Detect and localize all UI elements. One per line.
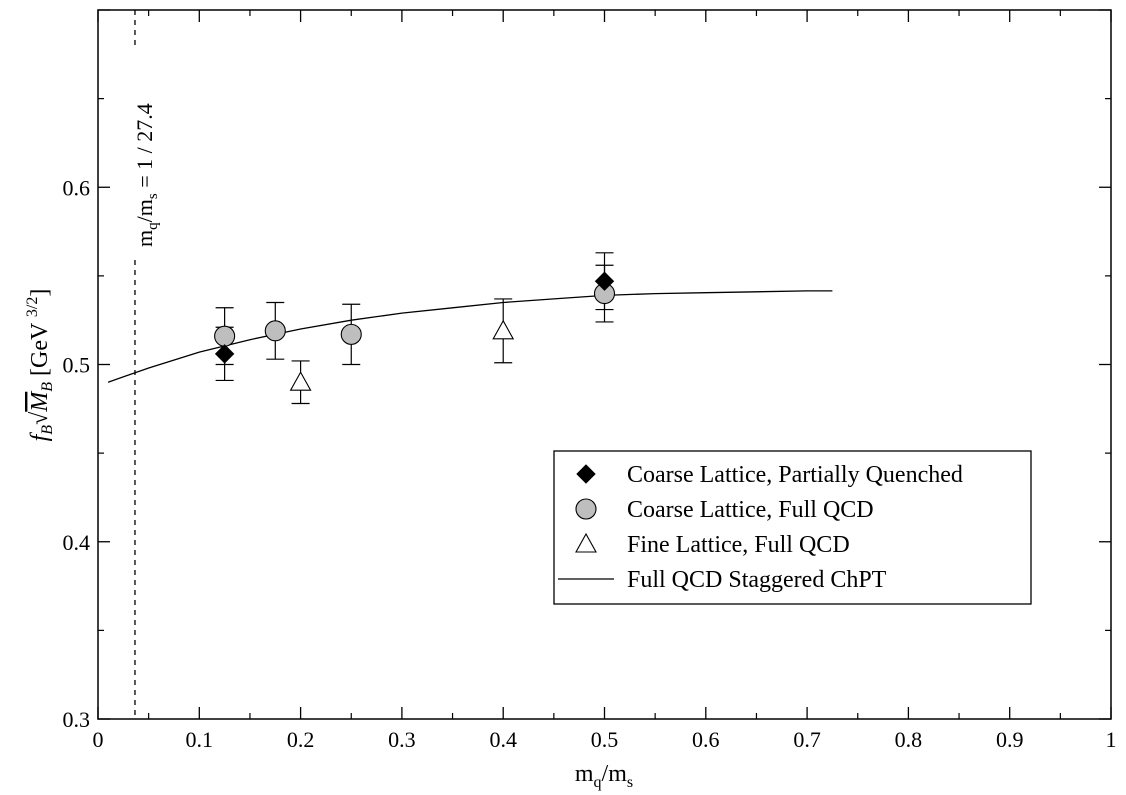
plot-frame	[97, 9, 1112, 720]
data-markers	[214, 271, 616, 391]
x-tick-label: 0.2	[287, 727, 315, 752]
data-point-diamond	[214, 344, 235, 364]
x-axis-label: mq/ms	[575, 761, 633, 791]
y-tick-labels: 0.3 0.4 0.5 0.6	[63, 175, 91, 732]
x-tick-label: 0.8	[895, 727, 923, 752]
x-tick-label: 0.3	[388, 727, 416, 752]
x-tick-labels: 0 0.1 0.2 0.3 0.4 0.5 0.6 0.7 0.8 0.9 1	[93, 727, 1117, 752]
y-tick-label: 0.5	[63, 353, 91, 378]
data-point-circle	[264, 320, 286, 342]
y-tick-label: 0.3	[63, 707, 91, 732]
data-point-circle	[340, 323, 362, 345]
x-tick-label: 0	[93, 727, 104, 752]
legend-symbol-circle	[575, 498, 597, 520]
vertical-line-label-gap	[126, 48, 143, 260]
x-tick-label: 0.1	[186, 727, 214, 752]
svg-text:fB√MB [GeV 3/2]: fB√MB [GeV 3/2]	[24, 289, 56, 442]
legend-label: Coarse Lattice, Partially Quenched	[627, 462, 963, 488]
x-tick-label: 0.4	[489, 727, 517, 752]
x-tick-label: 0.9	[996, 727, 1024, 752]
y-axis-label: fB√MB [GeV 3/2]	[24, 289, 56, 442]
axis-ticks	[97, 9, 1112, 720]
legend-label: Fine Lattice, Full QCD	[627, 532, 850, 558]
annotation: mq/ms = 1 / 27.4	[126, 10, 161, 719]
data-point-triangle	[492, 319, 515, 340]
legend-symbol-diamond	[576, 464, 596, 484]
y-tick-label: 0.6	[63, 175, 91, 200]
vertical-line-label: mq/ms = 1 / 27.4	[132, 103, 161, 247]
x-tick-label: 0.5	[591, 727, 619, 752]
legend-label: Full QCD Staggered ChPT	[627, 567, 887, 593]
data-point-circle	[214, 325, 236, 347]
legend: Coarse Lattice, Partially Quenched Coarse…	[553, 450, 1032, 605]
x-tick-label: 1	[1106, 727, 1117, 752]
x-tick-label: 0.7	[793, 727, 821, 752]
y-tick-label: 0.4	[63, 530, 91, 555]
data-point-diamond	[594, 271, 615, 291]
x-tick-label: 0.6	[692, 727, 720, 752]
data-point-triangle	[289, 371, 312, 391]
legend-box	[553, 450, 1032, 605]
legend-symbol-triangle	[575, 532, 597, 553]
legend-label: Coarse Lattice, Full QCD	[627, 497, 874, 523]
